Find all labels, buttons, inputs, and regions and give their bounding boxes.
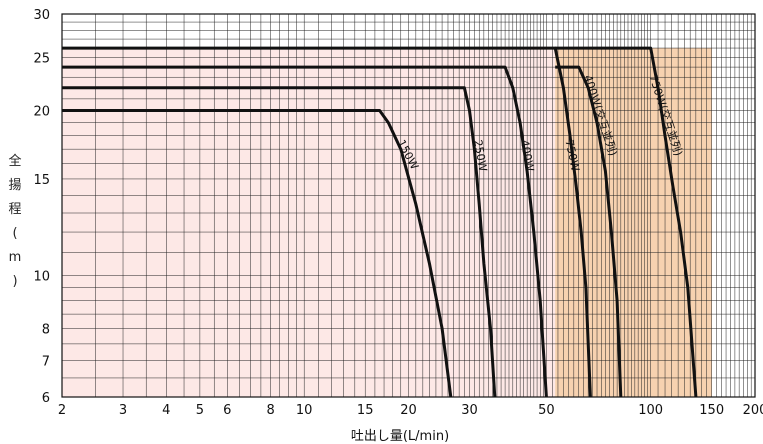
- x-tick-label: 50: [538, 403, 555, 418]
- y-axis-label-char: ): [12, 274, 18, 289]
- y-tick-label: 7: [42, 354, 50, 369]
- y-tick-label: 8: [42, 323, 50, 338]
- x-tick-label: 2: [58, 403, 66, 418]
- series-line-5: [555, 46, 698, 398]
- series-line-0: [62, 109, 453, 398]
- y-tick-label: 30: [33, 8, 50, 23]
- curve-label: 400W: [518, 139, 536, 173]
- y-axis-label-char: m: [8, 250, 22, 265]
- y-axis-ticks: 6 7 8 10 15 20 25 30: [33, 8, 50, 406]
- shaded-regions: [62, 48, 712, 397]
- y-axis-label-char: 全: [8, 154, 22, 169]
- series-line-2: [62, 65, 548, 398]
- x-tick-label: 30: [461, 403, 478, 418]
- x-tick-label: 4: [162, 403, 170, 418]
- x-tick-label: 150: [699, 403, 724, 418]
- plot-frame: [61, 13, 756, 398]
- y-tick-label: 10: [33, 269, 50, 284]
- y-tick-label: 25: [33, 51, 50, 66]
- series-line-1: [62, 86, 497, 398]
- x-tick-label: 200: [743, 403, 763, 418]
- x-tick-label: 8: [266, 403, 274, 418]
- y-tick-label: 15: [33, 173, 50, 188]
- series-line-3: [62, 46, 592, 398]
- x-tick-label: 15: [357, 403, 374, 418]
- curve-label: 750W: [562, 139, 581, 173]
- y-tick-label: 20: [33, 104, 50, 119]
- x-axis-ticks: 2 3 4 5 6 8 10 15 20 30 50 100 150 200: [58, 403, 763, 418]
- x-tick-label: 20: [400, 403, 417, 418]
- x-tick-label: 5: [196, 403, 204, 418]
- x-tick-label: 100: [638, 403, 663, 418]
- x-axis-label: 吐出し量(L/min): [351, 429, 449, 444]
- curve-label: 250W: [471, 139, 489, 173]
- y-axis-label-char: 程: [8, 202, 22, 217]
- x-tick-label: 6: [223, 403, 231, 418]
- series-line-4: [555, 65, 623, 398]
- x-tick-label: 3: [119, 403, 127, 418]
- y-axis-label: 全揚程 ( m): [6, 150, 24, 294]
- x-tick-label: 10: [296, 403, 313, 418]
- y-axis-label-char: 揚: [8, 178, 22, 193]
- series-lines: [62, 46, 698, 398]
- grid-lines: [61, 13, 756, 398]
- y-tick-label: 6: [42, 391, 50, 406]
- shaded-region-0: [62, 48, 556, 397]
- y-axis-label-char: (: [12, 226, 18, 241]
